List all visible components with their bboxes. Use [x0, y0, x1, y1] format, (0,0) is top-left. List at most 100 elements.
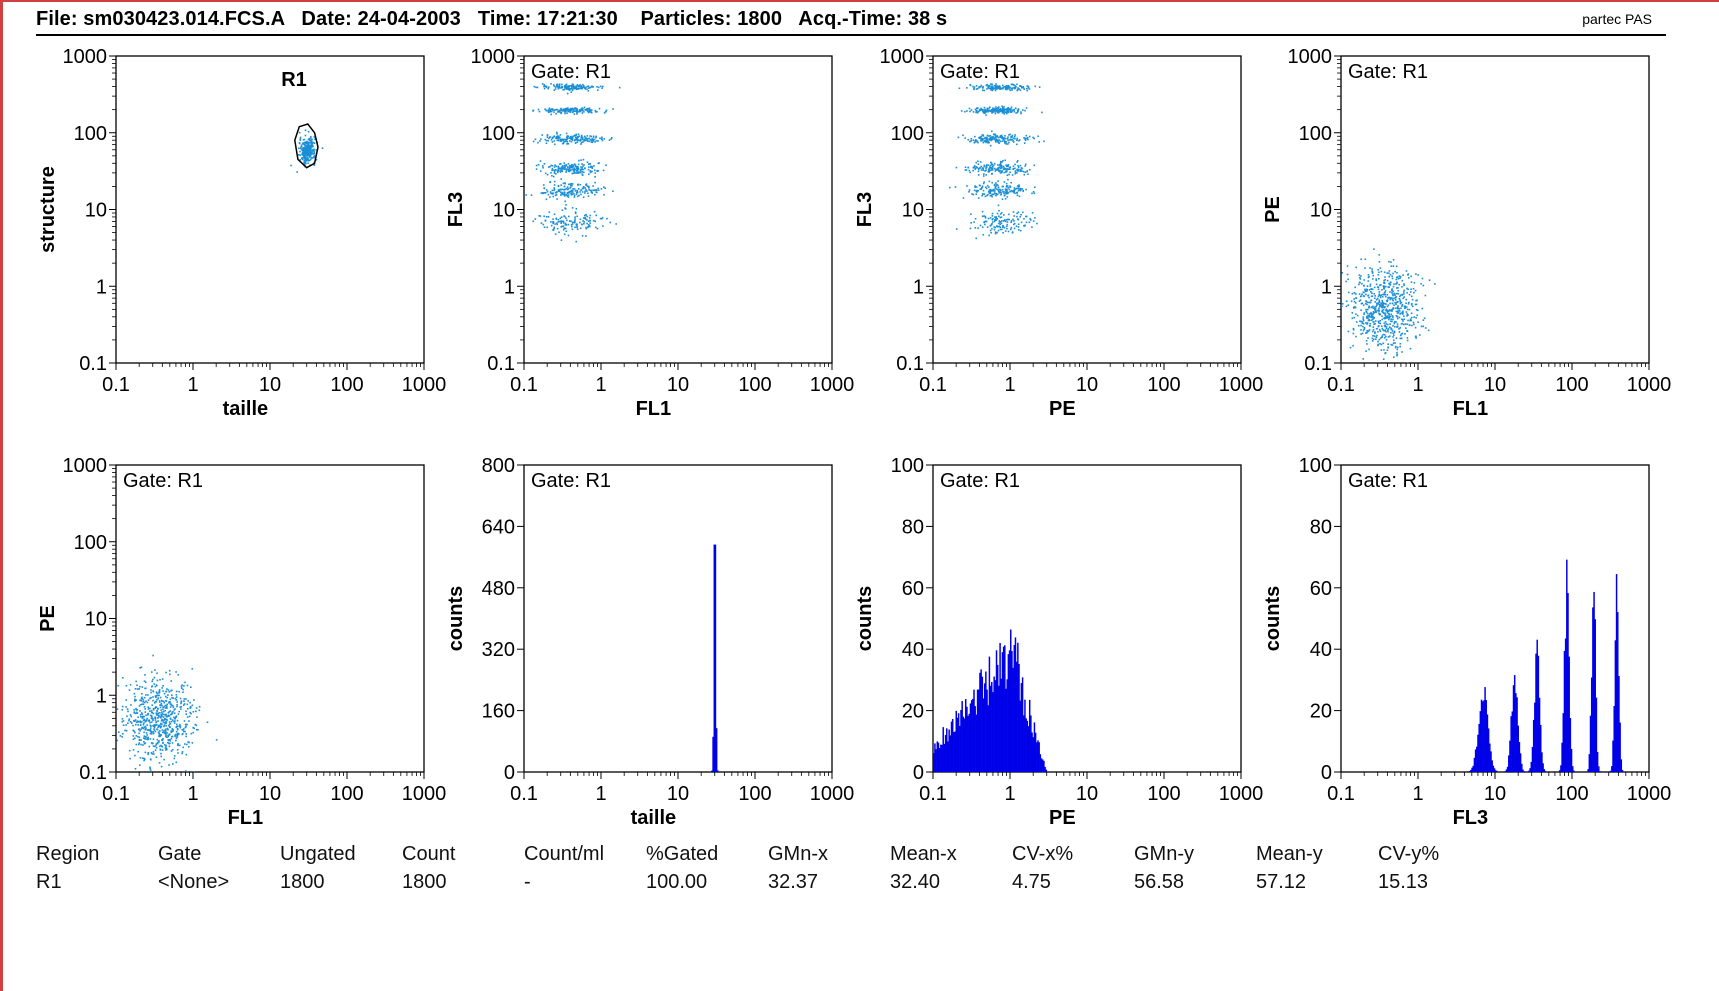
- data-point: [1000, 212, 1003, 214]
- data-point: [573, 163, 576, 165]
- data-point: [152, 738, 155, 741]
- data-point: [313, 150, 316, 153]
- data-point: [975, 85, 978, 87]
- data-point: [1394, 325, 1396, 328]
- data-point: [161, 678, 164, 680]
- data-point: [1006, 227, 1008, 230]
- data-point: [995, 218, 997, 221]
- data-point: [143, 680, 146, 682]
- y-tick-label: 640: [482, 516, 515, 538]
- data-point: [1372, 313, 1374, 316]
- data-point: [166, 688, 168, 690]
- data-point: [159, 716, 162, 718]
- data-point: [996, 135, 999, 138]
- data-point: [581, 235, 584, 237]
- data-point: [1410, 319, 1413, 322]
- data-point: [135, 699, 137, 701]
- data-point: [175, 737, 178, 740]
- data-point: [1013, 187, 1016, 189]
- data-point: [989, 192, 992, 195]
- data-point: [1395, 345, 1397, 348]
- data-point: [1408, 293, 1411, 296]
- data-point: [1414, 289, 1417, 292]
- data-point: [972, 139, 975, 141]
- data-point: [1392, 356, 1395, 358]
- data-point: [995, 83, 997, 85]
- data-point: [1028, 221, 1031, 224]
- data-point: [980, 165, 982, 168]
- data-point: [310, 142, 313, 144]
- data-point: [988, 107, 990, 110]
- data-point: [163, 732, 166, 734]
- data-point: [544, 138, 547, 141]
- data-point: [582, 186, 585, 188]
- data-point: [587, 85, 590, 88]
- data-point: [311, 143, 314, 145]
- data-point: [304, 150, 306, 152]
- data-point: [983, 89, 986, 92]
- data-point: [1363, 279, 1366, 281]
- data-point: [567, 170, 570, 172]
- data-point: [1399, 334, 1402, 337]
- data-point: [572, 172, 575, 174]
- data-point: [164, 732, 167, 735]
- data-point: [305, 146, 307, 148]
- data-point: [572, 168, 575, 170]
- data-point: [168, 738, 171, 741]
- data-point: [981, 134, 984, 136]
- data-point: [1380, 294, 1383, 296]
- data-point: [171, 719, 174, 721]
- data-point: [1394, 301, 1396, 304]
- histogram-bar: [981, 676, 984, 772]
- data-point: [982, 141, 985, 144]
- data-point: [134, 700, 136, 702]
- data-point: [553, 140, 556, 142]
- data-point: [574, 211, 577, 213]
- data-point: [1388, 326, 1391, 328]
- data-point: [1396, 346, 1399, 349]
- data-point: [1017, 218, 1020, 221]
- data-point: [1367, 294, 1370, 297]
- data-point: [168, 721, 171, 723]
- data-point: [970, 221, 972, 224]
- data-point: [160, 714, 163, 717]
- data-point: [1389, 323, 1391, 325]
- data-point: [578, 84, 581, 87]
- data-point: [1007, 230, 1010, 233]
- data-point: [994, 170, 997, 172]
- data-point: [1018, 184, 1020, 186]
- data-point: [559, 163, 561, 165]
- data-point: [1006, 196, 1009, 198]
- data-point: [993, 109, 996, 112]
- data-point: [586, 138, 589, 140]
- y-tick-label: 10: [1310, 200, 1332, 222]
- histogram-bar: [988, 656, 991, 772]
- data-point: [579, 140, 582, 142]
- histogram-bar: [944, 734, 947, 772]
- data-point: [172, 710, 174, 713]
- data-point: [1382, 285, 1385, 287]
- data-point: [143, 701, 146, 704]
- data-point: [1003, 105, 1005, 108]
- data-point: [587, 192, 589, 195]
- data-point: [134, 695, 136, 698]
- data-point: [978, 86, 981, 89]
- data-point: [559, 170, 562, 173]
- data-point: [144, 736, 147, 738]
- data-point: [163, 725, 165, 728]
- data-point: [1363, 312, 1366, 314]
- data-point: [144, 725, 147, 728]
- data-point: [1368, 301, 1370, 304]
- data-point: [1397, 276, 1399, 278]
- x-tick-label: 0.1: [919, 374, 947, 396]
- data-point: [152, 708, 155, 711]
- data-point: [148, 729, 151, 732]
- data-point: [988, 109, 990, 112]
- data-point: [984, 215, 987, 218]
- data-point: [603, 193, 605, 196]
- data-point: [1415, 309, 1418, 311]
- data-point: [1383, 306, 1386, 309]
- data-point: [562, 220, 564, 223]
- data-point: [1379, 301, 1381, 304]
- data-point: [985, 114, 987, 116]
